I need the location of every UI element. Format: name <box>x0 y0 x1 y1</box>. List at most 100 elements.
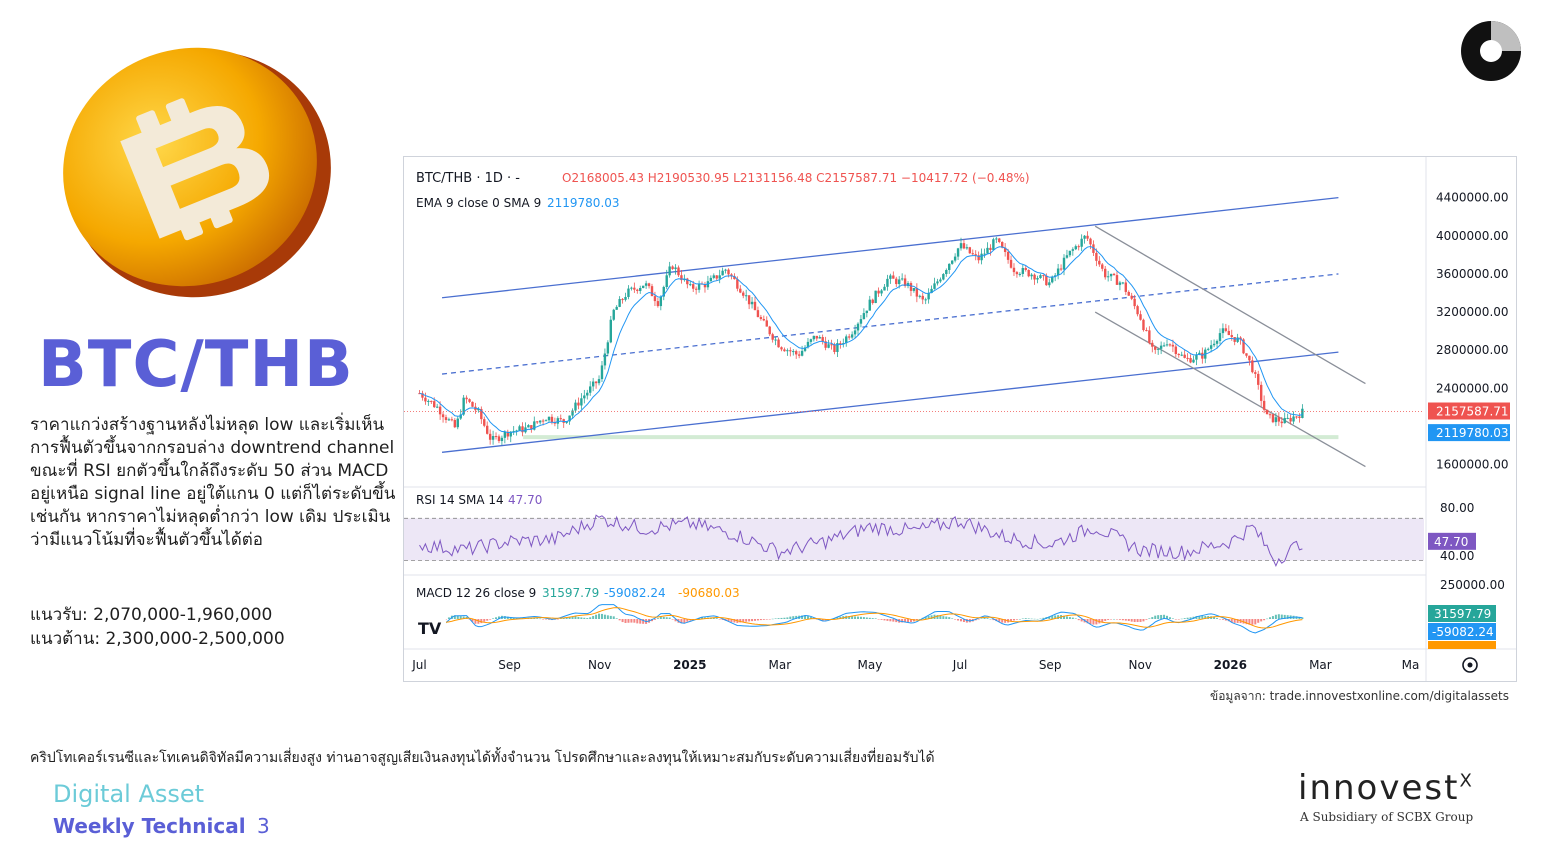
candle-body <box>471 401 474 407</box>
candle-body <box>480 408 483 420</box>
candle-body <box>1265 409 1269 415</box>
candle-body <box>1106 276 1110 278</box>
candle-body <box>1289 417 1292 422</box>
x-tick-label: Mar <box>1309 658 1332 672</box>
candle-body <box>1062 257 1066 270</box>
macd-histogram-bar <box>539 618 542 620</box>
candle-body <box>656 301 660 307</box>
candle-body <box>945 270 948 275</box>
candle-body <box>1207 348 1210 350</box>
candle-body <box>789 350 792 352</box>
candle-body <box>636 289 639 291</box>
candle-body <box>627 288 630 297</box>
macd-histogram-bar <box>1183 618 1186 619</box>
candle-body <box>1174 346 1178 355</box>
candle-body <box>1018 273 1022 275</box>
candle-body <box>1001 241 1004 248</box>
candle-body <box>444 417 448 420</box>
macd-histogram-bar <box>1068 617 1071 619</box>
macd-histogram-bar <box>1086 619 1089 624</box>
candle-body <box>1139 314 1142 320</box>
candle-body <box>1133 298 1136 307</box>
macd-histogram-bar <box>1195 616 1198 619</box>
macd-histogram-bar <box>880 619 883 620</box>
macd-histogram-bar <box>1280 614 1283 619</box>
gear-icon[interactable] <box>1462 657 1478 673</box>
candle-body <box>571 410 574 416</box>
candle-body <box>950 260 954 264</box>
candle-body <box>912 287 916 291</box>
analysis-description: ราคาแกว่งสร้างฐานหลังไม่หลุด low และเริ่… <box>30 415 396 550</box>
candle-body <box>953 256 957 261</box>
candle-body <box>680 275 683 281</box>
ema-line <box>419 245 1303 434</box>
macd-histogram-bar <box>851 616 854 619</box>
macd-histogram-bar <box>986 618 989 619</box>
macd-histogram-bar <box>486 619 489 621</box>
candle-body <box>1262 400 1266 410</box>
x-tick-label: Ma <box>1402 658 1420 672</box>
macd-histogram-bar <box>865 617 868 619</box>
candle-body <box>971 253 974 255</box>
candle-body <box>930 288 933 294</box>
candle-body <box>809 339 813 342</box>
macd-histogram-bar <box>639 619 642 624</box>
macd-histogram-bar <box>459 616 462 619</box>
candle-body <box>803 347 807 351</box>
candle-body <box>962 243 966 249</box>
y-tick-label: 1600000.00 <box>1436 458 1509 472</box>
candle-body <box>1124 282 1128 292</box>
candle-body <box>806 341 810 348</box>
candle-body <box>512 431 515 433</box>
macd-histogram-bar <box>1277 614 1280 619</box>
macd-histogram-bar <box>1142 619 1145 622</box>
candle-body <box>1145 330 1148 332</box>
candle-body <box>424 397 427 402</box>
candle-body <box>465 397 468 400</box>
macd-histogram-bar <box>733 619 736 623</box>
macd-histogram-bar <box>595 614 598 619</box>
candle-body <box>441 414 445 418</box>
candle-body <box>1012 267 1016 273</box>
macd-histogram-bar <box>574 616 577 619</box>
y-tick-label: 4400000.00 <box>1436 191 1509 205</box>
candle-body <box>1036 278 1039 280</box>
candle-body <box>995 238 998 240</box>
macd-histogram-bar <box>1154 615 1157 619</box>
macd-histogram-bar <box>653 619 656 620</box>
macd-histogram-bar <box>1065 616 1068 619</box>
macd-histogram-bar <box>854 616 857 619</box>
candle-body <box>1059 268 1063 270</box>
macd-histogram-bar <box>918 618 921 620</box>
macd-histogram-bar <box>1145 619 1148 620</box>
candle-body <box>435 406 439 408</box>
candle-body <box>747 295 751 305</box>
macd-histogram-bar <box>1018 618 1021 620</box>
candle-body <box>1271 414 1275 423</box>
macd-histogram-bar <box>568 616 571 619</box>
macd-histogram-bar <box>701 617 704 619</box>
brand-name-text: innovest <box>1298 768 1460 808</box>
macd-histogram-bar <box>630 619 633 623</box>
candle-body <box>886 278 889 287</box>
candle-body <box>942 274 945 280</box>
y-tick-label: 3200000.00 <box>1436 305 1509 319</box>
candle-body <box>795 351 798 355</box>
candle-body <box>739 288 742 293</box>
macd-histogram-bar <box>1271 616 1274 619</box>
candle-body <box>797 354 801 356</box>
macd-histogram-bar <box>954 619 957 620</box>
bitcoin-coin-icon <box>63 47 331 298</box>
macd-histogram-bar <box>1024 618 1027 619</box>
candle-body <box>836 343 839 352</box>
candle-body <box>853 330 857 335</box>
macd-histogram-bar <box>1010 619 1013 622</box>
macd-histogram-bar <box>939 615 942 619</box>
macd-histogram-bar <box>668 617 671 619</box>
candle-body <box>968 247 972 254</box>
brand-name: innovestX <box>1298 768 1474 808</box>
macd-histogram-bar <box>1204 615 1207 619</box>
candle-body <box>759 317 763 319</box>
candle-body <box>583 395 586 399</box>
macd-histogram-bar <box>712 617 715 619</box>
